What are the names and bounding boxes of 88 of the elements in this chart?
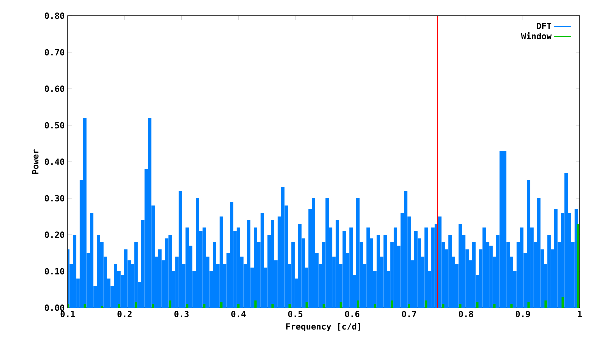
bar bbox=[432, 228, 435, 308]
x-tick-label: 0.5 bbox=[288, 311, 303, 318]
y-tick-label: 0.60 bbox=[45, 86, 64, 92]
bar bbox=[292, 242, 295, 308]
y-tick-label: 0.40 bbox=[45, 158, 64, 166]
bar bbox=[114, 264, 118, 308]
bar bbox=[528, 302, 530, 308]
x-tick-label: 0.2 bbox=[118, 311, 132, 318]
bar bbox=[152, 304, 154, 308]
bar bbox=[168, 235, 172, 308]
bar bbox=[548, 235, 551, 308]
bar bbox=[148, 118, 152, 308]
bar bbox=[90, 213, 94, 308]
bar bbox=[169, 300, 172, 308]
y-tick-label: 0.30 bbox=[45, 195, 64, 202]
bar bbox=[366, 228, 370, 308]
bar bbox=[336, 220, 340, 308]
bar bbox=[391, 300, 394, 308]
x-axis-title: Frequency [c/d] bbox=[286, 323, 360, 332]
bar bbox=[554, 209, 558, 308]
bar bbox=[178, 191, 182, 308]
y-tick-label: 0.10 bbox=[45, 268, 64, 275]
bar bbox=[260, 213, 264, 308]
bar bbox=[482, 228, 486, 308]
bar bbox=[350, 228, 354, 308]
bar bbox=[254, 228, 258, 308]
x-tick-label: 0.6 bbox=[345, 311, 360, 318]
x-tick-label: 1 bbox=[578, 311, 582, 318]
bar bbox=[448, 235, 452, 308]
bar bbox=[236, 228, 240, 308]
bar bbox=[384, 235, 388, 308]
bar bbox=[118, 304, 120, 308]
bar bbox=[503, 151, 507, 308]
bar bbox=[196, 198, 200, 308]
bar bbox=[213, 242, 216, 308]
y-tick-label: 0.80 bbox=[45, 12, 64, 20]
y-axis-title: Power bbox=[32, 150, 39, 174]
bar bbox=[494, 304, 496, 308]
bar bbox=[404, 191, 408, 308]
y-tick-label: 0.00 bbox=[45, 304, 64, 312]
bar bbox=[458, 224, 462, 308]
x-tick-label: 0.8 bbox=[459, 311, 474, 318]
bar bbox=[376, 235, 380, 308]
bar bbox=[220, 216, 224, 308]
bar bbox=[394, 228, 398, 308]
bar bbox=[254, 300, 257, 308]
bar bbox=[577, 224, 580, 308]
bar bbox=[472, 242, 476, 308]
bar bbox=[414, 231, 418, 308]
bar bbox=[527, 180, 531, 308]
bar bbox=[424, 228, 428, 308]
bar bbox=[356, 300, 360, 308]
bar bbox=[272, 304, 274, 308]
x-tick-label: 0.9 bbox=[516, 311, 530, 318]
legend-label: Window bbox=[521, 32, 552, 40]
bar bbox=[271, 220, 275, 308]
bar bbox=[135, 302, 138, 308]
x-tick-label: 0.3 bbox=[174, 311, 189, 318]
legend-label: DFT bbox=[537, 23, 552, 30]
x-tick-label: 0.1 bbox=[60, 311, 76, 318]
bar bbox=[288, 304, 292, 308]
y-tick-label: 0.20 bbox=[45, 232, 64, 238]
bar bbox=[202, 228, 206, 308]
bar bbox=[312, 198, 316, 308]
bar bbox=[97, 235, 100, 308]
bar bbox=[374, 304, 376, 308]
bar bbox=[298, 224, 302, 308]
bar bbox=[490, 246, 493, 308]
bar bbox=[438, 216, 442, 308]
x-tick-label: 0.7 bbox=[402, 311, 416, 318]
bar bbox=[158, 250, 162, 308]
bar bbox=[73, 235, 77, 308]
bar bbox=[564, 172, 568, 308]
bar bbox=[544, 300, 548, 308]
bar bbox=[408, 304, 410, 308]
bar bbox=[134, 242, 138, 308]
bar bbox=[510, 304, 513, 308]
bar bbox=[326, 198, 330, 308]
bar bbox=[83, 118, 87, 308]
bar bbox=[356, 198, 360, 308]
x-tick-label: 0.4 bbox=[232, 311, 246, 318]
bar bbox=[230, 202, 234, 308]
bar bbox=[425, 300, 428, 308]
bar bbox=[247, 220, 251, 308]
y-tick-label: 0.50 bbox=[45, 122, 64, 129]
bar bbox=[238, 304, 240, 308]
y-tick-label: 0.70 bbox=[45, 49, 64, 56]
bar bbox=[186, 228, 190, 308]
